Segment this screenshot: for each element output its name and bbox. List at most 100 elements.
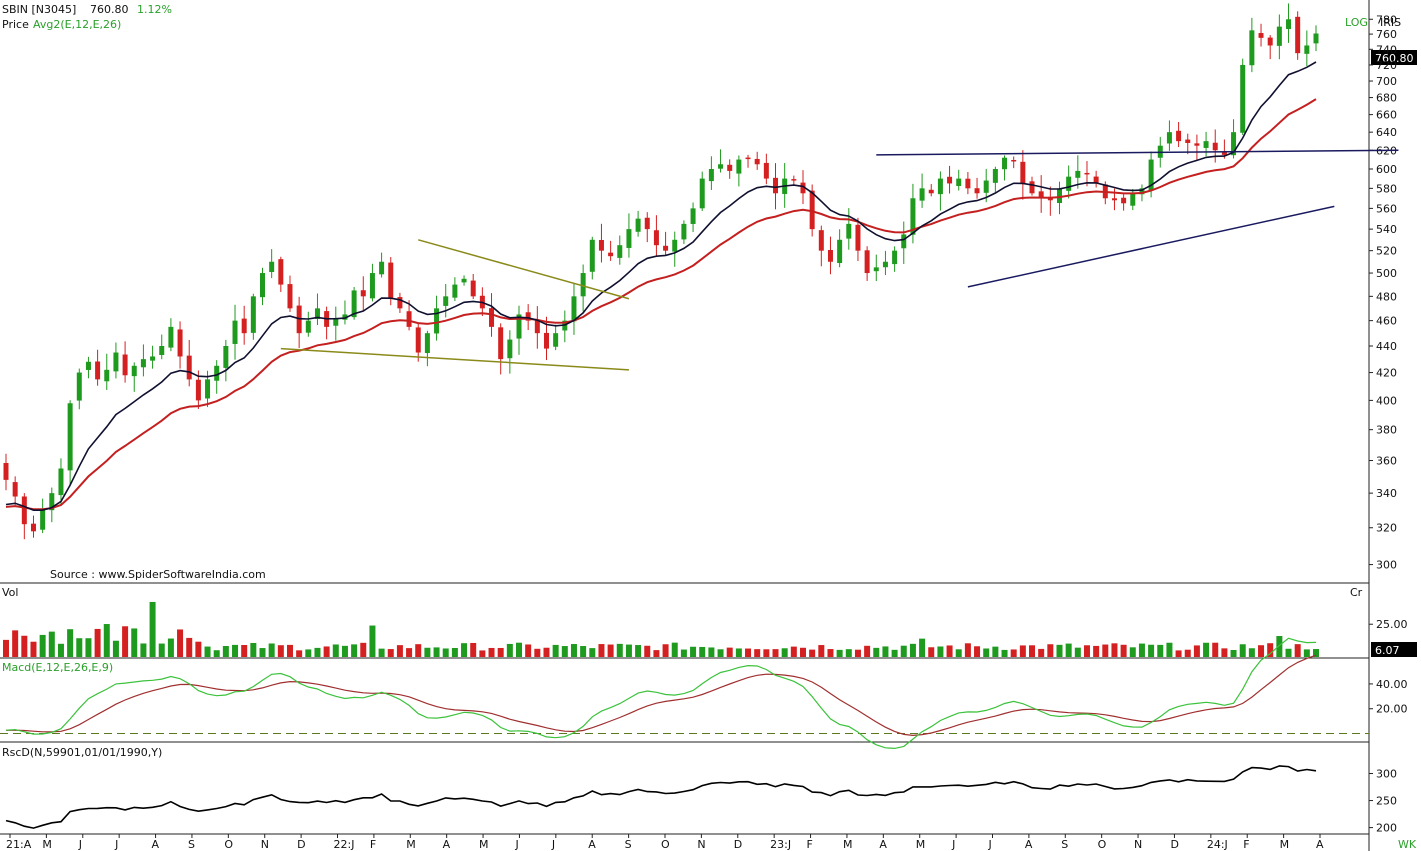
volume-bar xyxy=(534,648,541,657)
candle-body xyxy=(241,318,247,334)
volume-bar xyxy=(360,642,367,657)
volume-bar xyxy=(1212,642,1219,657)
candle-body xyxy=(67,403,73,471)
volume-bar xyxy=(21,635,28,657)
candle-body xyxy=(1304,45,1310,54)
candle-body xyxy=(754,158,760,165)
volume-bar xyxy=(48,631,55,657)
volume-bar xyxy=(332,644,339,657)
candle-body xyxy=(159,346,165,355)
price-tick-label: 740 xyxy=(1376,43,1397,56)
candle-body xyxy=(232,320,238,344)
volume-bar xyxy=(1230,649,1237,657)
volume-bar xyxy=(268,643,275,657)
volume-bar xyxy=(1184,649,1191,657)
candle-body xyxy=(1221,151,1227,155)
candle-body xyxy=(177,329,183,357)
price-tick-label: 580 xyxy=(1376,182,1397,195)
volume-bar xyxy=(140,643,147,657)
candle-body xyxy=(736,159,742,174)
volume-bar xyxy=(158,643,165,657)
candle-body xyxy=(498,327,504,360)
candle-body xyxy=(846,223,852,239)
rscd-main-line xyxy=(5,765,1317,829)
volume-bar xyxy=(488,647,495,657)
price-tick-label: 360 xyxy=(1376,455,1397,468)
volume-bar xyxy=(1193,645,1200,657)
volume-bar xyxy=(662,644,669,657)
volume-bar xyxy=(305,649,312,657)
candle-body xyxy=(1276,26,1282,46)
month-label: J xyxy=(514,838,518,851)
volume-bar xyxy=(1019,645,1026,657)
month-label: A xyxy=(443,838,451,851)
price-tick-label: 500 xyxy=(1376,267,1397,280)
candle-body xyxy=(1084,172,1090,175)
candle-body xyxy=(580,273,586,297)
volume-bar xyxy=(818,645,825,657)
volume-bar xyxy=(341,645,348,657)
volume-bar xyxy=(30,641,37,657)
candle-body xyxy=(855,224,861,251)
rscd-tick-label: 250 xyxy=(1376,795,1397,808)
volume-bar xyxy=(461,643,468,657)
volume-bar xyxy=(204,646,211,657)
volume-bar xyxy=(1148,644,1155,657)
month-label: M xyxy=(42,838,52,851)
volume-bar xyxy=(919,638,926,657)
candle-body xyxy=(379,261,385,275)
volume-bar xyxy=(1285,648,1292,657)
volume-bar xyxy=(131,628,138,657)
trendline-olive-upper xyxy=(418,239,630,300)
trendline-navy-resistance xyxy=(876,149,1399,156)
candle-body xyxy=(113,352,119,372)
candle-body xyxy=(681,223,687,240)
candle-body xyxy=(1185,139,1191,143)
month-label: J xyxy=(78,838,82,851)
candle-body xyxy=(205,379,211,399)
volume-bar xyxy=(1166,642,1173,657)
candle-body xyxy=(1130,193,1136,206)
volume-bar xyxy=(790,646,797,657)
price-tick-label: 320 xyxy=(1376,522,1397,535)
volume-bar xyxy=(745,648,752,657)
price-tick-label: 680 xyxy=(1376,92,1397,105)
month-label: J xyxy=(114,838,118,851)
volume-bar xyxy=(232,644,239,657)
candle-body xyxy=(525,312,531,321)
candle-body xyxy=(1231,132,1237,156)
volume-bar xyxy=(928,647,935,657)
candle-body xyxy=(1258,33,1264,38)
volume-bar xyxy=(635,645,642,657)
volume-bar xyxy=(708,647,715,657)
volume-bar xyxy=(277,645,284,657)
candle-body xyxy=(773,177,779,194)
candle-body xyxy=(827,249,833,262)
month-label: A xyxy=(588,838,596,851)
candle-body xyxy=(837,239,843,264)
candle-body xyxy=(131,365,137,377)
volume-bar xyxy=(497,647,504,657)
period-label[interactable]: WK xyxy=(1398,838,1417,851)
candle-body xyxy=(30,523,36,532)
month-label: F xyxy=(1243,838,1249,851)
volume-bar xyxy=(1258,645,1265,657)
moving-averages xyxy=(5,61,1317,511)
month-label: J xyxy=(951,838,955,851)
volume-bar xyxy=(351,644,358,657)
candle-body xyxy=(369,273,375,299)
candle-body xyxy=(314,308,320,319)
month-label: N xyxy=(261,838,269,851)
log-label[interactable]: LOG xyxy=(1345,16,1368,29)
candle-body xyxy=(342,314,348,320)
candle-body xyxy=(95,361,101,380)
volume-bar xyxy=(680,649,687,657)
volume-bar xyxy=(909,643,916,657)
volume-bar xyxy=(1157,644,1164,657)
candle-body xyxy=(626,229,632,248)
volume-bar xyxy=(1294,644,1301,657)
volume-bar xyxy=(103,624,110,657)
candle-body xyxy=(214,365,220,381)
candle-body xyxy=(1056,188,1062,204)
candle-body xyxy=(1020,161,1026,184)
